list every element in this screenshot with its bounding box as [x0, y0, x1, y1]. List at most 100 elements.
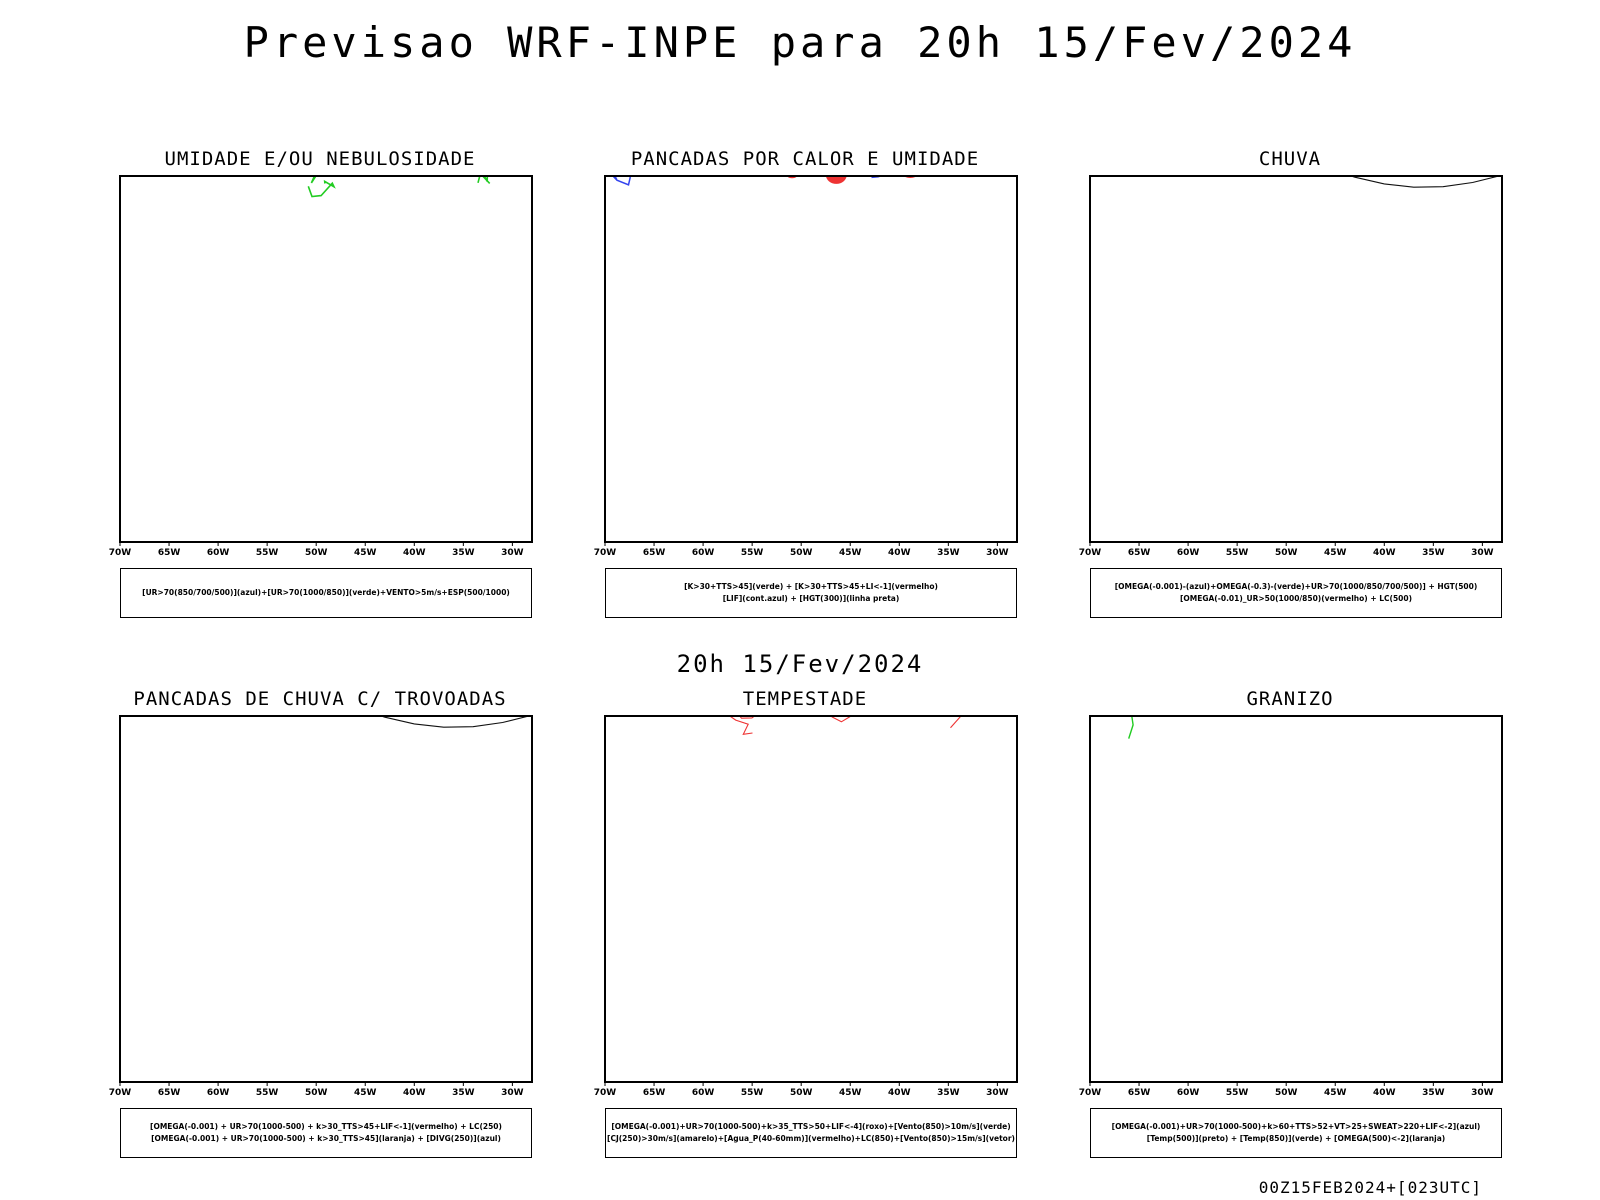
- legend-box: [OMEGA(-0.001)+UR>70(1000-500)+k>35_TTS>…: [605, 1108, 1017, 1158]
- lon-tick-label: 65W: [1128, 1088, 1151, 1098]
- lon-tick-label: 60W: [1177, 548, 1200, 558]
- field-patch: [871, 170, 905, 172]
- legend-line: [OMEGA(-0.01)_UR>50(1000/850)(vermelho) …: [1179, 594, 1413, 603]
- lon-tick-label: 65W: [643, 1088, 666, 1098]
- map-frame: [119, 175, 533, 543]
- lon-tick-label: 50W: [1275, 1088, 1298, 1098]
- lon-tick-label: 60W: [207, 548, 230, 558]
- panel-granizo: GRANIZO 12161612201212S15S18S21S24S27S30…: [1050, 688, 1530, 1188]
- legend-box: [OMEGA(-0.001)+UR>70(1000-500)+k>60+TTS>…: [1090, 1108, 1502, 1158]
- lon-tick-label: 55W: [741, 1088, 764, 1098]
- field-patch: [875, 170, 887, 175]
- lon-tick-label: 30W: [1471, 548, 1494, 558]
- lon-tick-label: 40W: [1373, 1088, 1396, 1098]
- contour-line: [307, 179, 336, 198]
- lon-tick-label: 40W: [403, 548, 426, 558]
- lon-tick-label: 35W: [452, 548, 475, 558]
- lon-tick-label: 45W: [1324, 1088, 1347, 1098]
- contour-line: [1128, 716, 1134, 739]
- map-heat-showers: 96809680968096809680960012S15S18S21S24S2…: [594, 170, 1018, 558]
- panel-title: PANCADAS POR CALOR E UMIDADE: [630, 148, 980, 170]
- lon-tick-label: 70W: [594, 548, 617, 558]
- lon-tick-label: 30W: [501, 1088, 524, 1098]
- legend-line: [UR>70(850/700/500)](azul)+[UR>70(1000/8…: [142, 588, 510, 597]
- lon-tick-label: 40W: [403, 1088, 426, 1098]
- lon-tick-label: 65W: [158, 1088, 181, 1098]
- lon-tick-label: 40W: [888, 1088, 911, 1098]
- map-layer: [124, 716, 532, 728]
- legend-line: [CJ(250)>30m/s](amarelo)+[Agua_P(40-60mm…: [607, 1134, 1015, 1143]
- contour-line: [1487, 716, 1489, 717]
- lon-tick-label: 65W: [158, 548, 181, 558]
- lon-tick-label: 40W: [1373, 548, 1396, 558]
- panel-title: TEMPESTADE: [742, 688, 868, 710]
- lon-tick-label: 35W: [1422, 1088, 1445, 1098]
- legend-line: [K>30+TTS>45](verde) + [K>30+TTS>45+LI<-…: [684, 582, 938, 591]
- map-background: [1090, 176, 1502, 542]
- legend-line: [OMEGA(-0.001) + UR>70(1000-500) + k>30_…: [150, 1122, 502, 1131]
- contour-line: [728, 716, 753, 735]
- lon-tick-label: 55W: [741, 548, 764, 558]
- streamline: [379, 716, 532, 728]
- panel-pancadas-calor: PANCADAS POR CALOR E UMIDADE 96809680968…: [565, 148, 1045, 648]
- legend-box: [OMEGA(-0.001) + UR>70(1000-500) + k>30_…: [120, 1108, 532, 1158]
- lon-tick-label: 45W: [354, 548, 377, 558]
- panel-chuva: CHUVA 12S15S18S21S24S27S30S33S36S39S42S7…: [1050, 148, 1530, 648]
- lon-tick-label: 30W: [986, 1088, 1009, 1098]
- page-title: Previsao WRF-INPE para 20h 15/Fev/2024: [243, 18, 1357, 67]
- map-background: [120, 716, 532, 1082]
- panel-title: GRANIZO: [1246, 688, 1334, 710]
- lon-tick-label: 45W: [354, 1088, 377, 1098]
- lon-tick-label: 50W: [1275, 548, 1298, 558]
- map-thunderstorms: 12S15S18S21S24S27S30S33S36S39S42S70W65W6…: [109, 715, 533, 1098]
- lon-tick-label: 55W: [1226, 1088, 1249, 1098]
- lon-tick-label: 70W: [1079, 548, 1102, 558]
- lon-tick-label: 30W: [501, 548, 524, 558]
- lon-tick-label: 55W: [1226, 548, 1249, 558]
- lon-tick-label: 50W: [305, 548, 328, 558]
- legend-line: [Temp(500)](preto) + [Temp(850)](verde) …: [1146, 1134, 1446, 1143]
- contour-line: [739, 716, 756, 719]
- panel-tempestade: TEMPESTADE 4050405012S15S18S21S24S27S30S…: [565, 688, 1045, 1188]
- panel-umidade: UMIDADE E/OU NEBULOSIDADE 10121012101210…: [80, 148, 560, 648]
- lon-tick-label: 65W: [1128, 548, 1151, 558]
- map-background: [605, 716, 1017, 1082]
- lon-tick-label: 45W: [1324, 548, 1347, 558]
- map-frame: [1089, 715, 1503, 1083]
- lon-tick-label: 50W: [790, 1088, 813, 1098]
- contour-line: [933, 170, 959, 174]
- lon-tick-label: 55W: [256, 1088, 279, 1098]
- legend-line: [LIF](cont.azul) + [HGT(300)](linha pret…: [722, 594, 900, 603]
- lon-tick-label: 70W: [1079, 1088, 1102, 1098]
- lon-tick-label: 35W: [452, 1088, 475, 1098]
- map-frame: [1089, 175, 1503, 543]
- lon-tick-label: 30W: [986, 548, 1009, 558]
- map-frame: [119, 715, 533, 1083]
- field-patch: [780, 170, 815, 172]
- legend-box: [OMEGA(-0.001)-(azul)+OMEGA(-0.3)-(verde…: [1090, 568, 1502, 618]
- panel-title: PANCADAS DE CHUVA C/ TROVOADAS: [133, 688, 507, 710]
- lon-tick-label: 65W: [643, 548, 666, 558]
- field-patch: [825, 176, 847, 184]
- lon-tick-label: 60W: [692, 1088, 715, 1098]
- panel-title: UMIDADE E/OU NEBULOSIDADE: [164, 148, 476, 170]
- map-humidity: 1012101210121016101610161020102410125705…: [109, 175, 533, 558]
- lon-tick-label: 70W: [109, 548, 132, 558]
- legend-box: [K>30+TTS>45](verde) + [K>30+TTS>45+LI<-…: [605, 568, 1017, 618]
- lon-tick-label: 35W: [937, 548, 960, 558]
- field-patch: [599, 170, 629, 172]
- lon-tick-label: 35W: [1422, 548, 1445, 558]
- map-frame: [604, 175, 1018, 543]
- map-layer: 121616122012: [1094, 716, 1489, 739]
- lon-tick-label: 55W: [256, 548, 279, 558]
- legend-line: [OMEGA(-0.001) + UR>70(1000-500) + k>30_…: [151, 1134, 501, 1143]
- lon-tick-label: 35W: [937, 1088, 960, 1098]
- run-time-stamp: 00Z15FEB2024+[023UTC]: [1258, 1178, 1482, 1197]
- lon-tick-label: 60W: [1177, 1088, 1200, 1098]
- contour-line: [520, 176, 521, 177]
- lon-tick-label: 40W: [888, 548, 911, 558]
- lon-tick-label: 70W: [109, 1088, 132, 1098]
- lon-tick-label: 50W: [305, 1088, 328, 1098]
- panel-trovoadas: PANCADAS DE CHUVA C/ TROVOADAS 12S15S18S…: [80, 688, 560, 1188]
- map-background: [1090, 716, 1502, 1082]
